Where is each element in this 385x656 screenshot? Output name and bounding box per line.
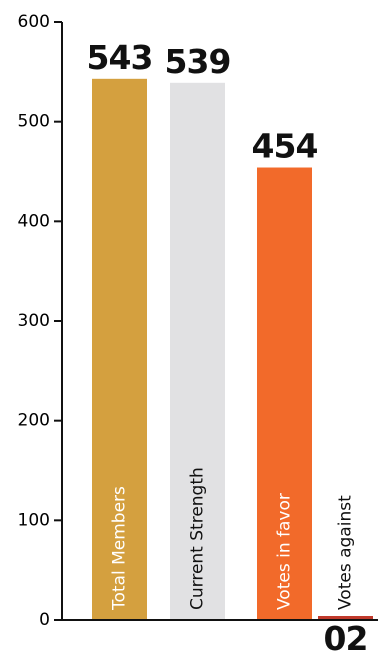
category-label: Total Members [110, 486, 130, 611]
y-tick-label: 0 [39, 610, 50, 630]
category-label: Votes in favor [275, 493, 295, 610]
bar-votes-in-favor [257, 167, 312, 620]
labels: Total Members 543 Current Strength 539 Votes… [87, 38, 369, 656]
bars [92, 78, 373, 620]
y-tick-label: 100 [18, 510, 50, 530]
y-tick-label: 300 [18, 311, 50, 331]
category-label: Current Strength [188, 467, 208, 610]
value-label: 454 [252, 127, 318, 166]
value-label: 543 [87, 38, 153, 77]
y-tick-label: 400 [18, 211, 50, 231]
y-tick-label: 600 [18, 12, 50, 32]
bar-total-members [92, 78, 147, 620]
bar-votes-against [318, 616, 373, 620]
category-label: Votes against [336, 495, 356, 610]
value-label: 02 [324, 619, 368, 656]
y-axis: 0 100 200 300 400 500 600 [18, 12, 63, 630]
bar-current-strength [170, 82, 225, 620]
y-tick-label: 500 [18, 112, 50, 132]
value-label: 539 [165, 42, 231, 81]
y-tick-label: 200 [18, 411, 50, 431]
